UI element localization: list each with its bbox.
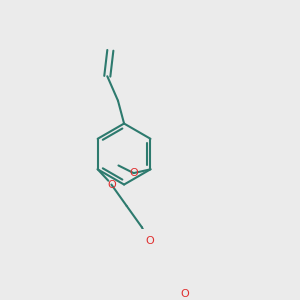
Text: O: O bbox=[129, 168, 138, 178]
Text: O: O bbox=[180, 290, 189, 299]
Text: O: O bbox=[145, 236, 154, 246]
Text: O: O bbox=[107, 179, 116, 190]
